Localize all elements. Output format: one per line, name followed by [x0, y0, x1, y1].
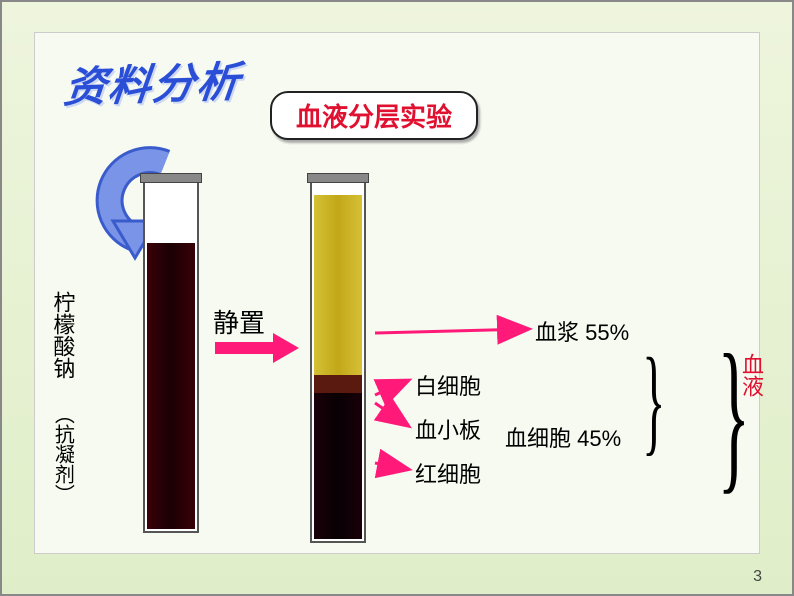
- stand-arrow-icon: [215, 333, 299, 363]
- title-art: 资料分析: [61, 48, 244, 115]
- label-blood-cells: 血细胞 45%: [505, 421, 621, 453]
- label-plasma: 血浆 55%: [535, 315, 629, 347]
- experiment-title: 血液分层实验: [270, 91, 478, 140]
- whole-blood-layer: [147, 243, 195, 529]
- label-rbc: 红细胞: [415, 457, 481, 489]
- rbc-layer: [314, 393, 362, 539]
- page-number: 3: [753, 568, 762, 586]
- slide-canvas: 资料分析 血液分层实验 柠檬酸钠 （抗凝剂） 静置 血浆 55%: [34, 32, 760, 554]
- anticoagulant-main: 柠檬酸钠: [50, 291, 75, 379]
- plasma-layer: [314, 195, 362, 375]
- tube-cap-icon: [140, 173, 202, 183]
- label-wbc: 白细胞: [415, 369, 481, 401]
- label-platelet: 血小板: [415, 413, 481, 445]
- arrow-rbc: [375, 463, 407, 469]
- test-tube-whole-blood: [143, 183, 199, 533]
- anticoagulant-label: 柠檬酸钠 （抗凝剂）: [49, 291, 75, 504]
- brace-blood-icon: }: [717, 317, 750, 512]
- arrow-wbc: [375, 381, 407, 395]
- test-tube-separated: [310, 183, 366, 543]
- arrow-plt: [375, 403, 407, 425]
- brace-cells-icon: }: [642, 331, 665, 469]
- tube-cap-icon: [307, 173, 369, 183]
- buffy-coat-layer: [314, 375, 362, 393]
- arrow-plasma: [375, 329, 527, 333]
- anticoagulant-paren: （抗凝剂）: [51, 404, 73, 504]
- label-blood: 血液: [735, 353, 767, 397]
